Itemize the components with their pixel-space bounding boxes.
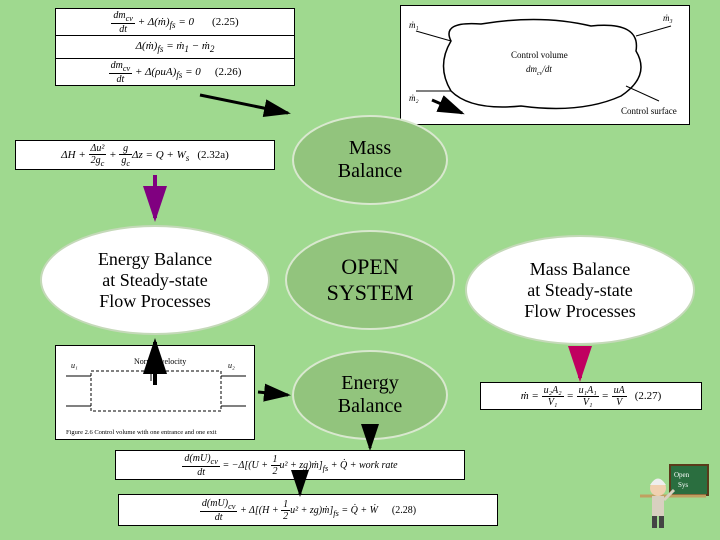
cs-label: Control surface bbox=[621, 106, 677, 116]
oval-label: Mass Balance at Steady-state Flow Proces… bbox=[524, 259, 636, 322]
eq-num: (2.26) bbox=[215, 66, 242, 78]
eq-text: ṁ = u₂A₂V₁ = u₁A₁V₁ = uAV bbox=[521, 385, 627, 408]
svg-text:ṁ₃: ṁ₃ bbox=[663, 13, 673, 23]
eq-text: ΔH + Δu²2gc + ggcΔz = Q + Ws bbox=[61, 143, 189, 168]
eq-num: (2.28) bbox=[392, 505, 416, 516]
energy-balance-steady-oval: Energy Balance at Steady-state Flow Proc… bbox=[40, 225, 270, 335]
equation-2-28: d(mU)cvdt + Δ[(H + 12u² + zg)ṁ]fs = Q̇ +… bbox=[118, 494, 498, 526]
oval-label: Energy Balance at Steady-state Flow Proc… bbox=[98, 249, 212, 312]
svg-text:u₂: u₂ bbox=[228, 361, 235, 370]
oval-label: Energy Balance bbox=[338, 372, 402, 418]
energy-balance-oval: Energy Balance bbox=[292, 350, 448, 440]
pipe-diagram: u₁ u₂ Normal velocity Figure 2.6 Control… bbox=[55, 345, 255, 440]
eq-num: (2.32a) bbox=[197, 149, 228, 161]
equation-2-32a: ΔH + Δu²2gc + ggcΔz = Q + Ws (2.32a) bbox=[15, 140, 275, 170]
open-system-oval: OPEN SYSTEM bbox=[285, 230, 455, 330]
svg-text:ṁ₂: ṁ₂ bbox=[409, 93, 419, 103]
equation-2-25: dmcvdt + Δ(ṁ)fs = 0 (2.25) bbox=[55, 8, 295, 36]
eq-text: Δ(ṁ)fs = ṁ1 − ṁ2 bbox=[136, 40, 215, 54]
svg-text:ṁ₁: ṁ₁ bbox=[409, 20, 419, 30]
svg-text:Sys: Sys bbox=[678, 481, 688, 489]
svg-text:u₁: u₁ bbox=[71, 361, 78, 370]
mass-balance-steady-oval: Mass Balance at Steady-state Flow Proces… bbox=[465, 235, 695, 345]
teacher-cartoon-icon: Open Sys bbox=[640, 460, 710, 530]
cv-label: Control volume bbox=[511, 50, 568, 60]
mass-balance-oval: Mass Balance bbox=[292, 115, 448, 205]
svg-text:Open: Open bbox=[674, 471, 690, 479]
svg-text:Normal velocity: Normal velocity bbox=[134, 357, 186, 366]
eq-num: (2.27) bbox=[635, 390, 662, 402]
eq-text: d(mU)cvdt = −Δ[(U + 12u² + zg)ṁ]fs + Q̇ … bbox=[182, 453, 397, 478]
eq-num: (2.25) bbox=[212, 16, 239, 28]
eq-text: d(mU)cvdt + Δ[(H + 12u² + zg)ṁ]fs = Q̇ +… bbox=[200, 498, 378, 523]
eq-text: dmcvdt + Δ(ṁ)fs = 0 bbox=[111, 10, 194, 35]
equation-2-26: dmcvdt + Δ(ρuA)fs = 0 (2.26) bbox=[55, 58, 295, 86]
equation-2-27: ṁ = u₂A₂V₁ = u₁A₁V₁ = uAV (2.27) bbox=[480, 382, 702, 410]
oval-label: Mass Balance bbox=[338, 137, 402, 183]
equation-delta-m: Δ(ṁ)fs = ṁ1 − ṁ2 bbox=[55, 36, 295, 58]
svg-text:dmcv/dt: dmcv/dt bbox=[526, 64, 552, 77]
equation-energy-u: d(mU)cvdt = −Δ[(U + 12u² + zg)ṁ]fs + Q̇ … bbox=[115, 450, 465, 480]
pipe-caption: Figure 2.6 Control volume with one entra… bbox=[66, 429, 217, 436]
eq-text: dmcvdt + Δ(ρuA)fs = 0 bbox=[109, 60, 201, 85]
oval-label: OPEN SYSTEM bbox=[327, 254, 414, 306]
control-volume-diagram: ṁ₁ ṁ₂ ṁ₃ Control volume dmcv/dt Control … bbox=[400, 5, 690, 125]
